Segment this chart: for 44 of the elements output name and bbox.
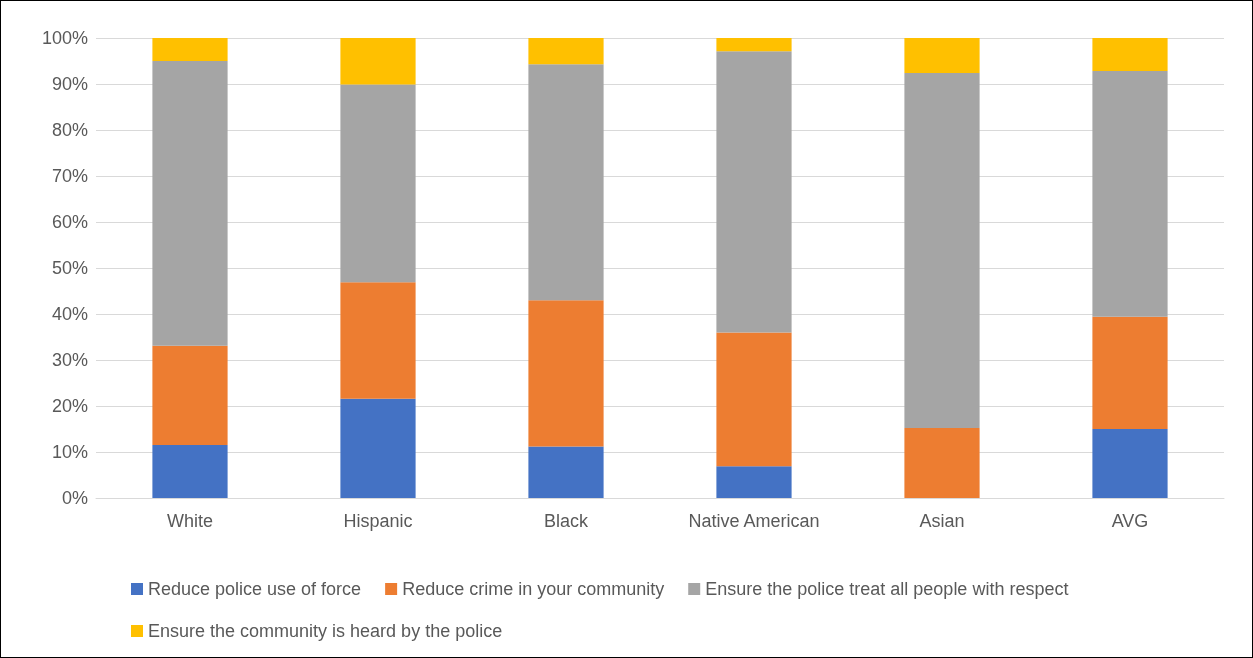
legend-label: Reduce police use of force xyxy=(148,579,362,599)
bar xyxy=(152,345,228,446)
y-tick-label: 30% xyxy=(51,350,88,370)
y-tick-label: 100% xyxy=(41,28,88,48)
bar xyxy=(1092,316,1168,429)
y-tick-label: 60% xyxy=(51,212,88,232)
y-tick-label: 20% xyxy=(51,396,88,416)
x-tick-label: Native American xyxy=(688,511,820,531)
x-tick-label: AVG xyxy=(1111,511,1149,531)
bar xyxy=(716,51,792,333)
y-tick-label: 70% xyxy=(51,166,88,186)
bar xyxy=(152,38,228,61)
bar xyxy=(528,446,604,498)
bar xyxy=(340,38,416,85)
bar xyxy=(716,38,792,52)
x-tick-label: Hispanic xyxy=(343,511,413,531)
bar xyxy=(1092,38,1168,72)
y-tick-label: 80% xyxy=(51,120,88,140)
x-tick-label: Black xyxy=(543,511,590,531)
legend-label: Ensure the community is heard by the police xyxy=(148,621,503,641)
bar xyxy=(528,64,604,301)
legend-label: Ensure the police treat all people with respect xyxy=(705,579,1069,599)
y-tick-label: 10% xyxy=(51,442,88,462)
bar xyxy=(340,282,416,399)
bar xyxy=(716,466,792,498)
bar xyxy=(716,332,792,467)
bar xyxy=(528,300,604,447)
bar xyxy=(152,445,228,498)
bar xyxy=(904,428,980,498)
bar xyxy=(340,84,416,283)
y-tick-label: 0% xyxy=(61,488,88,508)
y-tick-label: 90% xyxy=(51,74,88,94)
x-tick-label: White xyxy=(166,511,214,531)
bar xyxy=(904,38,980,73)
bar xyxy=(1092,429,1168,498)
bar xyxy=(340,398,416,498)
bar xyxy=(152,61,228,346)
bar xyxy=(904,72,980,429)
bar xyxy=(1092,71,1168,317)
x-tick-label: Asian xyxy=(919,511,965,531)
legend-label: Reduce crime in your community xyxy=(402,579,665,599)
bar xyxy=(528,38,604,65)
y-tick-label: 50% xyxy=(51,258,88,278)
y-tick-label: 40% xyxy=(51,304,88,324)
